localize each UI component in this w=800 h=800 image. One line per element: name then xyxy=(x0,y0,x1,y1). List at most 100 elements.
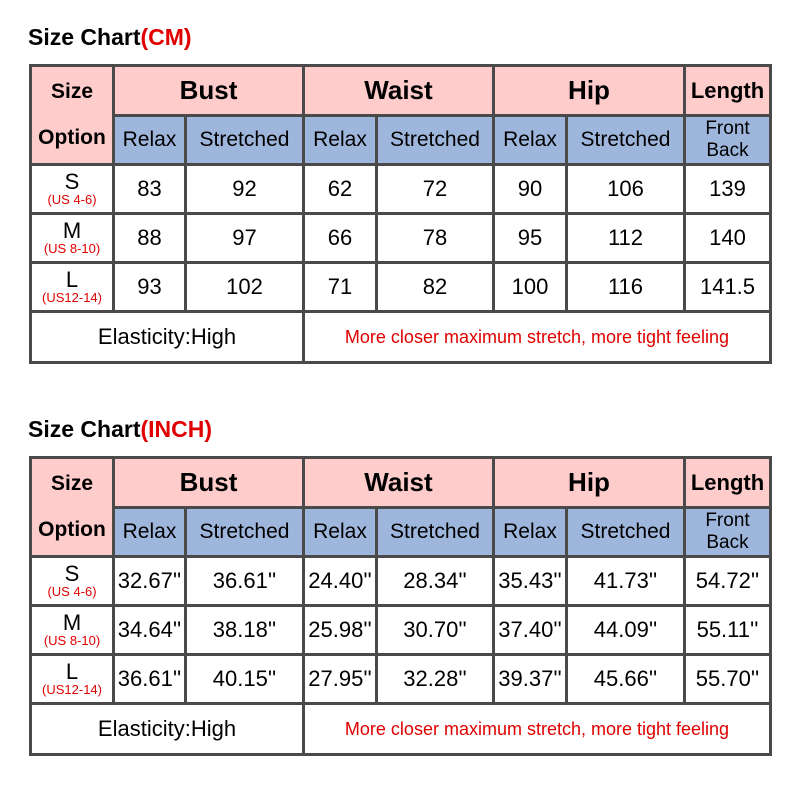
table-row: S (US 4-6) 83 92 62 72 90 106 139 xyxy=(29,163,772,215)
value-cell: 112 xyxy=(565,212,686,264)
size-cell: S (US 4-6) xyxy=(29,163,115,215)
value-cell: 116 xyxy=(565,261,686,313)
group-header-length: Length xyxy=(683,64,772,117)
value-cell: 139 xyxy=(683,163,772,215)
us-size: (US 4-6) xyxy=(47,584,97,599)
value-cell: 100 xyxy=(492,261,568,313)
elasticity-label: Elasticity:High xyxy=(29,702,305,756)
value-cell: 35.43'' xyxy=(492,555,568,607)
back-label: Back xyxy=(706,532,749,553)
subheader-length: Front Back xyxy=(683,506,772,558)
subheader: Stretched xyxy=(565,114,686,166)
value-cell: 106 xyxy=(565,163,686,215)
subheader: Relax xyxy=(302,506,378,558)
subheader: Stretched xyxy=(565,506,686,558)
subheader: Relax xyxy=(112,506,187,558)
size-label: Size xyxy=(50,80,94,103)
value-cell: 27.95'' xyxy=(302,653,378,705)
size-letter: S xyxy=(64,169,80,194)
subheader: Relax xyxy=(492,114,568,166)
cm-chart-title: Size Chart(CM) xyxy=(28,24,192,51)
value-cell: 141.5 xyxy=(683,261,772,313)
size-cell: M (US 8-10) xyxy=(29,604,115,656)
title-text: Size Chart xyxy=(28,24,141,50)
value-cell: 88 xyxy=(112,212,187,264)
value-cell: 45.66'' xyxy=(565,653,686,705)
value-cell: 41.73'' xyxy=(565,555,686,607)
us-size: (US 4-6) xyxy=(47,192,97,207)
group-header-length: Length xyxy=(683,456,772,509)
front-label: Front xyxy=(705,510,750,532)
table-row: M (US 8-10) 34.64'' 38.18'' 25.98'' 30.70'' 37… xyxy=(29,604,772,656)
value-cell: 97 xyxy=(184,212,305,264)
size-letter: M xyxy=(62,218,82,243)
value-cell: 55.70'' xyxy=(683,653,772,705)
unit-label: (CM) xyxy=(140,24,192,50)
subheader: Stretched xyxy=(184,506,305,558)
value-cell: 78 xyxy=(375,212,495,264)
size-label: Size xyxy=(50,472,94,495)
size-cell: M (US 8-10) xyxy=(29,212,115,264)
value-cell: 28.34'' xyxy=(375,555,495,607)
front-label: Front xyxy=(705,118,750,140)
value-cell: 24.40'' xyxy=(302,555,378,607)
group-header: Waist xyxy=(302,456,495,509)
inch-chart-title: Size Chart(INCH) xyxy=(28,416,212,443)
size-letter: L xyxy=(65,267,79,292)
us-size: (US12-14) xyxy=(42,682,102,697)
subheader: Stretched xyxy=(375,114,495,166)
value-cell: 140 xyxy=(683,212,772,264)
elasticity-note: More closer maximum stretch, more tight … xyxy=(302,702,772,756)
subheader: Relax xyxy=(112,114,187,166)
value-cell: 66 xyxy=(302,212,378,264)
size-letter: S xyxy=(64,561,80,586)
value-cell: 32.67'' xyxy=(112,555,187,607)
subheader: Stretched xyxy=(375,506,495,558)
table-row: S (US 4-6) 32.67'' 36.61'' 24.40'' 28.34'' 35.… xyxy=(29,555,772,607)
subheader-length: Front Back xyxy=(683,114,772,166)
value-cell: 54.72'' xyxy=(683,555,772,607)
value-cell: 55.11'' xyxy=(683,604,772,656)
subheader: Stretched xyxy=(184,114,305,166)
table-row: L (US12-14) 36.61'' 40.15'' 27.95'' 32.28'' 39… xyxy=(29,653,772,705)
cm-size-table: Size Option Bust Waist Hip Length Relax Stretch… xyxy=(29,64,772,364)
option-label: Option xyxy=(38,518,106,541)
value-cell: 25.98'' xyxy=(302,604,378,656)
back-label: Back xyxy=(706,140,749,161)
size-letter: L xyxy=(65,659,79,684)
table-row: L (US12-14) 93 102 71 82 100 116 141.5 xyxy=(29,261,772,313)
title-text: Size Chart xyxy=(28,416,141,442)
value-cell: 83 xyxy=(112,163,187,215)
value-cell: 102 xyxy=(184,261,305,313)
subheader: Relax xyxy=(302,114,378,166)
value-cell: 90 xyxy=(492,163,568,215)
value-cell: 36.61'' xyxy=(184,555,305,607)
value-cell: 92 xyxy=(184,163,305,215)
value-cell: 37.40'' xyxy=(492,604,568,656)
size-option-header: Size Option xyxy=(29,456,115,558)
value-cell: 32.28'' xyxy=(375,653,495,705)
value-cell: 38.18'' xyxy=(184,604,305,656)
size-option-header: Size Option xyxy=(29,64,115,166)
value-cell: 72 xyxy=(375,163,495,215)
value-cell: 40.15'' xyxy=(184,653,305,705)
value-cell: 39.37'' xyxy=(492,653,568,705)
size-cell: S (US 4-6) xyxy=(29,555,115,607)
value-cell: 93 xyxy=(112,261,187,313)
us-size: (US12-14) xyxy=(42,290,102,305)
size-letter: M xyxy=(62,610,82,635)
table-row: M (US 8-10) 88 97 66 78 95 112 140 xyxy=(29,212,772,264)
inch-size-table: Size Option Bust Waist Hip Length Relax Stretch… xyxy=(29,456,772,756)
unit-label: (INCH) xyxy=(140,416,213,442)
us-size: (US 8-10) xyxy=(43,633,101,648)
group-header: Hip xyxy=(492,64,686,117)
group-header: Bust xyxy=(112,456,305,509)
elasticity-note: More closer maximum stretch, more tight … xyxy=(302,310,772,364)
value-cell: 44.09'' xyxy=(565,604,686,656)
elasticity-label: Elasticity:High xyxy=(29,310,305,364)
value-cell: 71 xyxy=(302,261,378,313)
value-cell: 62 xyxy=(302,163,378,215)
size-cell: L (US12-14) xyxy=(29,261,115,313)
group-header: Waist xyxy=(302,64,495,117)
value-cell: 34.64'' xyxy=(112,604,187,656)
